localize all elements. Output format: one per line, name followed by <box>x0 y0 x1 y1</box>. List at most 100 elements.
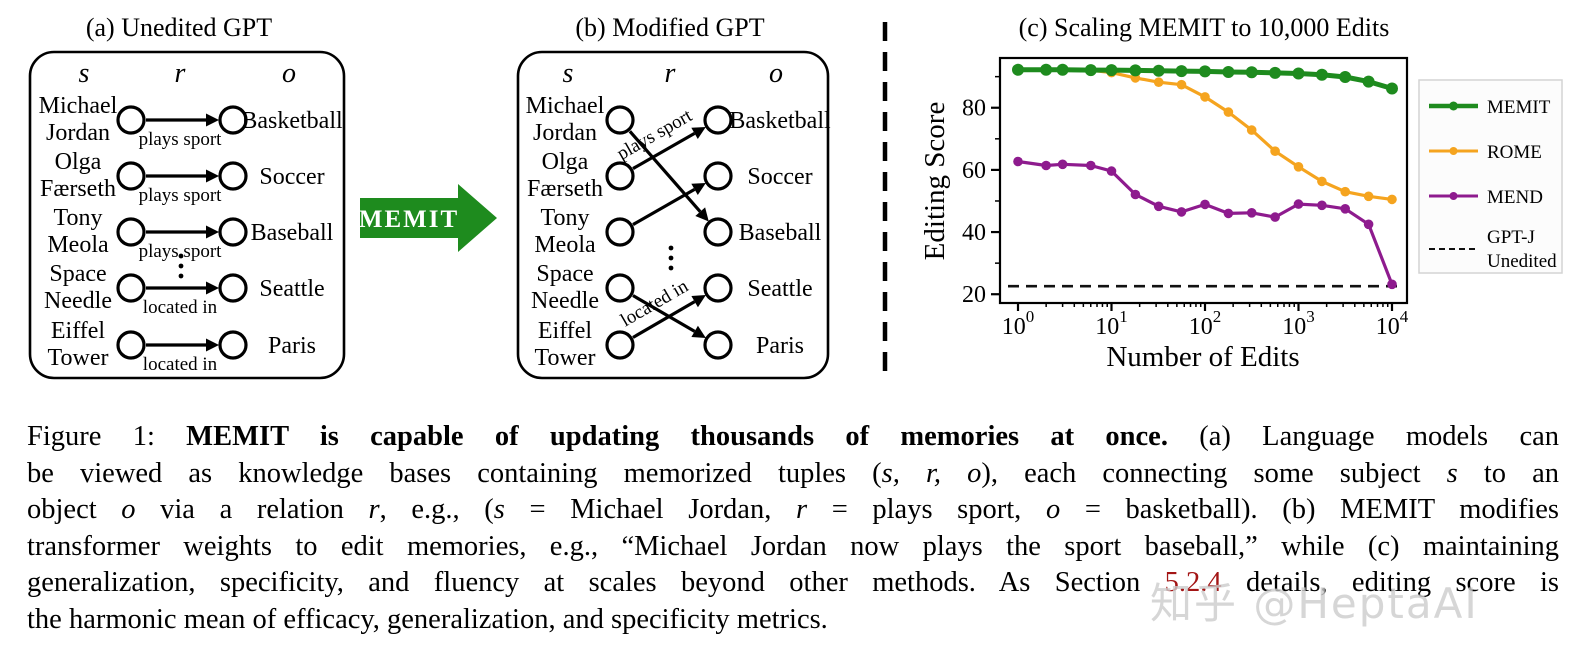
object-node <box>703 105 733 135</box>
caption-line: generalization, specificity, and fluency… <box>27 565 1559 602</box>
subject-label: Needle <box>531 288 599 314</box>
subject-label: Tony <box>541 205 590 231</box>
series-marker-memit <box>1339 71 1352 83</box>
legend-label: MEND <box>1487 187 1543 208</box>
series-marker-mend <box>1246 208 1257 218</box>
caption-segment: to an <box>1457 457 1559 489</box>
relation-label: plays sport <box>139 185 223 206</box>
caption-segment: r <box>795 494 808 526</box>
series-marker-rome <box>1387 194 1397 205</box>
series-marker-rome <box>1153 77 1164 87</box>
series-marker-memit <box>1199 65 1211 78</box>
subject-node <box>605 105 635 135</box>
series-marker-memit <box>1175 65 1188 78</box>
object-label: Basketball <box>729 108 831 134</box>
caption-segment: s <box>1446 457 1458 489</box>
x-tick-label: 102 <box>1189 307 1222 340</box>
edge-arrowhead <box>691 126 706 140</box>
series-marker-mend <box>1340 204 1350 214</box>
x-tick-label: 103 <box>1282 307 1315 340</box>
subject-label: Olga <box>55 149 102 175</box>
subject-label: Tony <box>54 205 103 231</box>
subject-label: Meola <box>47 232 109 258</box>
caption-segment: = plays sport, <box>807 494 1046 526</box>
legend-label: GPT-J <box>1487 227 1535 248</box>
relation-label: plays sport <box>139 241 223 262</box>
panel-b-header-r: r <box>665 58 676 89</box>
subject-label: Eiffel <box>538 318 593 344</box>
memit-arrow: MEMIT <box>359 184 497 252</box>
series-marker-memit <box>1292 67 1305 80</box>
object-label: Paris <box>268 333 316 359</box>
edge-arrowhead <box>206 338 219 352</box>
series-marker-rome <box>1363 191 1374 202</box>
panel-b-header-s: s <box>563 58 574 89</box>
caption-segment: = basketball). (b) MEMIT modifies <box>1060 494 1560 526</box>
figure-caption: Figure 1: MEMIT is capable of updating t… <box>27 419 1559 639</box>
subject-label: Michael <box>526 93 605 119</box>
subject-label: Olga <box>542 149 589 175</box>
subject-label: Færseth <box>527 176 603 202</box>
subject-label: Tower <box>48 345 109 371</box>
ellipsis-dot <box>668 245 674 251</box>
object-label: Soccer <box>259 164 324 190</box>
caption-segment: s <box>493 494 505 526</box>
panel-a-graph: plays sport plays sport plays sport located… <box>39 93 343 375</box>
subject-node <box>605 161 635 191</box>
subject-label: Space <box>49 261 106 287</box>
chart-x-axis-label: Number of Edits <box>1106 341 1299 373</box>
series-line-rome <box>1018 68 1393 201</box>
caption-line: object o via a relation r, e.g., (s = Mi… <box>27 492 1559 529</box>
edge-arrowhead <box>691 182 706 196</box>
series-marker-mend <box>1293 199 1304 209</box>
series-marker-mend <box>1176 207 1187 217</box>
edge-arrowhead <box>206 169 219 183</box>
chart-panel: (c) Scaling MEMIT to 10,000 Edits 20 40 60… <box>919 13 1563 373</box>
memit-arrow-label: MEMIT <box>359 206 459 233</box>
series-line-mend <box>1017 159 1394 285</box>
y-tick-label: 40 <box>962 220 986 246</box>
series-marker-mend <box>1130 189 1141 200</box>
y-tick-label: 20 <box>962 282 986 308</box>
subject-node <box>116 105 146 135</box>
series-marker-mend <box>1223 208 1234 219</box>
caption-segment: generalization, specificity, and fluency… <box>27 567 1165 599</box>
caption-segment: s, r, o <box>881 457 982 489</box>
series-marker-mend <box>1363 219 1374 230</box>
panel-a-header-r: r <box>175 58 186 89</box>
legend-box <box>1418 79 1563 274</box>
object-node <box>218 273 248 303</box>
series-marker-mend <box>1106 166 1117 176</box>
edge-arrowhead <box>691 295 706 308</box>
subject-label: Michael <box>39 93 118 119</box>
chart-content: 20 40 60 80 100 101 102 103 104 MEMIT ROME MEND GPT-… <box>962 63 1563 340</box>
edge-arrowhead <box>695 207 709 222</box>
panel-a-header-s: s <box>79 58 90 89</box>
x-tick-label: 104 <box>1376 307 1409 340</box>
object-node <box>218 330 248 360</box>
series-marker-rome <box>1340 186 1350 197</box>
series-marker-mend <box>1013 156 1023 167</box>
object-node <box>218 161 248 191</box>
chart-title: (c) Scaling MEMIT to 10,000 Edits <box>1019 13 1390 42</box>
legend-marker <box>1449 101 1458 111</box>
series-marker-rome <box>1317 176 1327 187</box>
ellipsis-dot <box>178 253 184 259</box>
section-link[interactable]: 5.2.4 <box>1164 567 1222 599</box>
panel-a-header-o: o <box>282 58 296 89</box>
series-marker-memit <box>1386 82 1398 95</box>
caption-segment: o <box>1045 494 1061 526</box>
legend-label: MEMIT <box>1487 97 1551 118</box>
object-node <box>703 217 733 247</box>
object-label: Basketball <box>241 108 343 134</box>
series-marker-mend <box>1041 160 1051 171</box>
caption-segment: MEMIT is capable of updating thousands o… <box>186 421 1168 452</box>
panel-b-box <box>516 50 830 380</box>
caption-segment: Figure 1: <box>27 421 187 452</box>
caption-line: the harmonic mean of efficacy, generaliz… <box>27 602 1559 639</box>
object-node <box>703 161 733 191</box>
series-marker-memit <box>1105 64 1118 77</box>
series-marker-rome <box>1200 92 1210 102</box>
